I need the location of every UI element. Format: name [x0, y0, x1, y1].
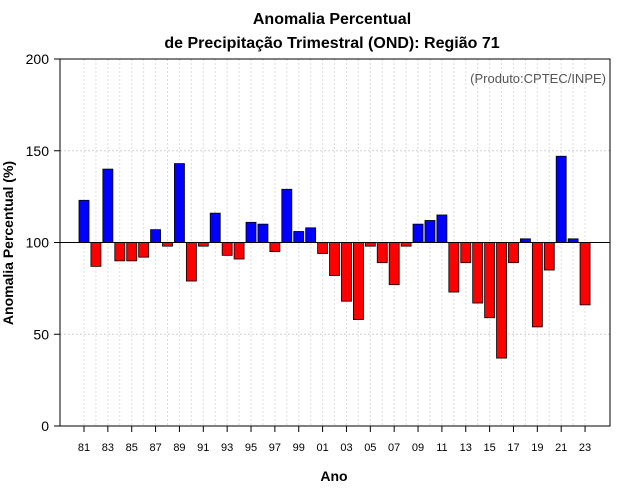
bar-94	[233, 242, 245, 260]
bar-97	[269, 242, 281, 253]
x-tick-label: 93	[221, 442, 233, 454]
bar-21	[555, 155, 567, 243]
bar-99	[293, 231, 305, 243]
bar-15	[484, 242, 496, 319]
bar-84	[114, 242, 126, 262]
bar-90	[185, 242, 197, 282]
x-axis: 81 83 85 87 89 91 93 95 97 99 01 03 05 07 09 11 13 15 17 19…	[78, 426, 591, 454]
bar-87	[150, 229, 161, 243]
y-tick-label: 50	[33, 326, 49, 342]
x-tick-label: 15	[483, 442, 495, 454]
x-tick-label: 95	[245, 442, 257, 454]
bar-89	[174, 163, 185, 243]
x-tick-label: 19	[531, 442, 543, 454]
x-tick-label: 89	[173, 442, 185, 454]
x-tick-label: 07	[388, 442, 400, 454]
x-tick-label: 97	[269, 442, 281, 454]
x-tick-label: 23	[579, 442, 591, 454]
bar-02	[329, 242, 340, 276]
bar-93	[221, 242, 233, 256]
x-tick-label: 99	[293, 442, 305, 454]
bar-04	[352, 242, 364, 320]
x-tick-label: 17	[507, 442, 519, 454]
bar-18	[520, 238, 531, 243]
bar-14	[472, 242, 484, 304]
y-tick-label: 100	[26, 235, 50, 251]
bar-12	[448, 242, 460, 293]
bar-96	[257, 223, 269, 243]
chart-title-line2: de Precipitação Trimestral (OND): Região…	[164, 35, 499, 52]
bar-82	[90, 242, 102, 267]
bar-23	[579, 242, 591, 306]
bar-05	[364, 242, 376, 247]
product-label: (Produto:CPTEC/INPE)	[470, 71, 606, 86]
bar-20	[543, 242, 555, 271]
x-tick-label: 11	[436, 442, 447, 454]
bar-95	[245, 221, 257, 243]
bar-11	[436, 214, 448, 243]
bar-19	[531, 242, 543, 328]
bar-22	[567, 238, 579, 243]
x-tick-label: 01	[316, 442, 328, 454]
bar-83	[102, 168, 114, 243]
bar-08	[400, 242, 412, 247]
x-tick-label: 81	[78, 442, 90, 454]
x-tick-label: 05	[364, 442, 376, 454]
x-tick-label: 03	[340, 442, 352, 454]
bar-10	[424, 220, 436, 243]
bar-03	[341, 242, 352, 302]
bar-06	[376, 242, 388, 264]
grid	[60, 59, 610, 426]
bar-92	[209, 212, 221, 243]
y-tick-label: 200	[26, 51, 50, 67]
x-tick-label: 83	[102, 442, 114, 454]
x-tick-label: 09	[412, 442, 424, 454]
y-axis-label: Anomalia Percentual (%)	[0, 161, 16, 325]
bar-81	[78, 199, 90, 243]
bar-13	[460, 242, 472, 264]
bar-16	[496, 242, 507, 359]
x-axis-label: Ano	[320, 468, 347, 484]
bars	[78, 155, 591, 359]
y-tick-label: 150	[26, 143, 50, 159]
bar-09	[412, 223, 424, 243]
bar-17	[508, 242, 519, 264]
bar-91	[197, 242, 209, 247]
bar-86	[138, 242, 150, 258]
y-axis: 0 50 100 150 200	[26, 51, 60, 434]
chart-title-line1: Anomalia Percentual	[253, 11, 411, 28]
bar-98	[281, 188, 293, 243]
bar-85	[126, 242, 138, 262]
bar-01	[317, 242, 329, 254]
x-tick-label: 91	[197, 442, 209, 454]
x-tick-label: 87	[149, 442, 161, 454]
x-tick-label: 21	[555, 442, 567, 454]
bar-00	[305, 227, 317, 243]
x-tick-label: 85	[126, 442, 138, 454]
bar-88	[162, 242, 173, 247]
y-tick-label: 0	[41, 418, 49, 434]
bar-07	[388, 242, 400, 286]
x-tick-label: 13	[460, 442, 472, 454]
